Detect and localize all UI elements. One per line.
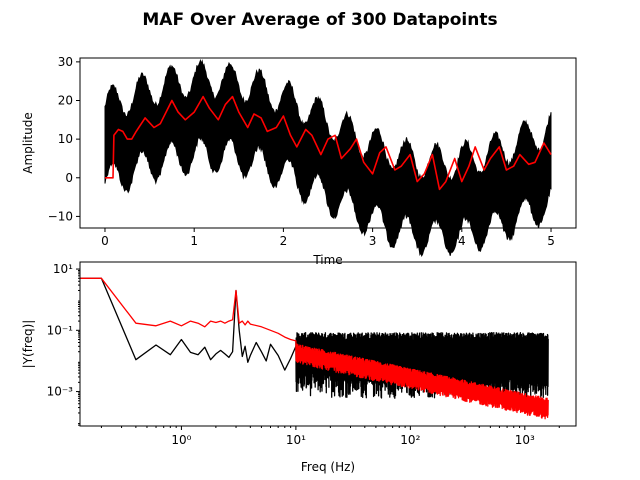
top-xlabel: Time	[312, 253, 342, 267]
top-ytick-label: 30	[58, 55, 73, 69]
bottom-xtick-label: 10⁰	[171, 433, 191, 447]
top-plot-marks	[104, 58, 552, 258]
bottom-ytick-label: 10⁻¹	[47, 323, 74, 337]
bottom-ytick-label: 10⁻³	[47, 385, 74, 399]
top-xtick-label: 5	[547, 234, 555, 248]
top-ytick-label: 20	[58, 94, 73, 108]
top-xtick-label: 2	[280, 234, 288, 248]
top-ytick-label: −10	[48, 209, 73, 223]
subplot-bottom: 10⁰ 10¹ 10² 10³ 10¹ 10⁻¹ 10⁻³ Freq (Hz) |Y(fre…	[21, 261, 577, 474]
top-ytick-label: 0	[65, 171, 73, 185]
bottom-xlabel: Freq (Hz)	[301, 460, 355, 474]
top-raw-signal-band	[104, 58, 552, 258]
top-axes-frame	[79, 57, 577, 229]
bottom-ticks: 10⁰ 10¹ 10² 10³ 10¹ 10⁻¹ 10⁻³	[47, 262, 560, 447]
top-xtick-label: 4	[458, 234, 466, 248]
bottom-axes-frame	[79, 261, 577, 427]
figure-title: MAF Over Average of 300 Datapoints	[142, 10, 497, 30]
top-ytick-label: 10	[58, 132, 73, 146]
bottom-ylabel: |Y(freq)|	[21, 320, 35, 369]
bottom-plot-marks	[80, 277, 549, 420]
bottom-xtick-label: 10²	[400, 433, 420, 447]
top-xtick-label: 1	[190, 234, 198, 248]
top-filtered-line	[105, 95, 552, 191]
top-xtick-label: 3	[369, 234, 377, 248]
top-xtick-label: 0	[101, 234, 109, 248]
bottom-xtick-label: 10¹	[286, 433, 306, 447]
top-ticks: 0 1 2 3 4 5 −10 0 10 20 30	[48, 55, 555, 248]
subplot-top: 0 1 2 3 4 5 −10 0 10 20 30 Time Amplitude	[21, 55, 577, 267]
bottom-filtered-spectrum-line	[80, 277, 549, 420]
bottom-xtick-label: 10³	[515, 433, 535, 447]
bottom-raw-spectrum-line	[80, 277, 549, 399]
top-ylabel: Amplitude	[21, 112, 35, 174]
bottom-ytick-label: 10¹	[53, 262, 73, 276]
